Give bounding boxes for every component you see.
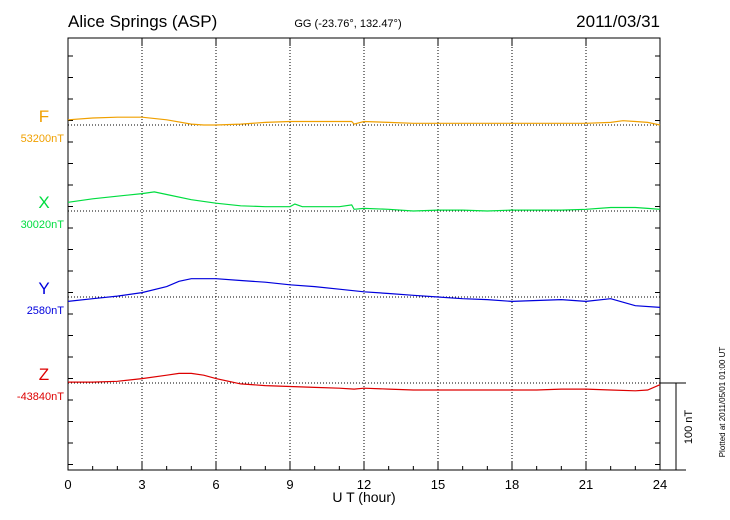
x-tick-label-0: 0 — [64, 477, 71, 492]
x-tick-label-6: 6 — [212, 477, 219, 492]
y-tick-marks — [68, 55, 660, 465]
x-tick-label-18: 18 — [505, 477, 519, 492]
x-tick-label-3: 3 — [138, 477, 145, 492]
vertical-gridlines — [141, 38, 587, 470]
chart-date: 2011/03/31 — [576, 12, 660, 31]
chart-subtitle: GG (-23.76°, 132.47°) — [294, 18, 401, 30]
x-tick-label-15: 15 — [431, 477, 445, 492]
series-baseline-x: 30020nT — [21, 219, 65, 231]
series-line-x — [67, 191, 661, 212]
series-baseline-z: -43840nT — [17, 391, 64, 403]
series-name-x: X — [38, 193, 49, 212]
plotted-at-footnote: Plotted at 2011/05/01 01:00 UT — [718, 347, 727, 458]
x-tick-label-9: 9 — [286, 477, 293, 492]
series-baseline-f: 53200nT — [21, 133, 65, 145]
series-name-y: Y — [38, 279, 49, 298]
series-name-z: Z — [39, 365, 49, 384]
series-lines — [67, 116, 661, 392]
scale-bar: 100 nT — [660, 382, 695, 471]
series-labels: F 53200nT X 30020nT Y 2580nT Z -43840nT — [17, 107, 64, 403]
x-tick-label-12: 12 — [357, 477, 371, 492]
x-axis-ticks: 0 3 6 9 12 15 18 21 24 — [64, 38, 667, 492]
series-line-z — [68, 372, 661, 392]
chart-title: Alice Springs (ASP) — [68, 12, 217, 31]
scale-bar-label: 100 nT — [683, 410, 695, 445]
series-line-f — [67, 116, 661, 126]
series-line-y — [67, 278, 661, 308]
x-tick-label-21: 21 — [579, 477, 593, 492]
x-tick-label-24: 24 — [653, 477, 667, 492]
series-name-f: F — [39, 107, 49, 126]
x-axis-label: U T (hour) — [332, 489, 395, 505]
series-baseline-y: 2580nT — [27, 305, 65, 317]
